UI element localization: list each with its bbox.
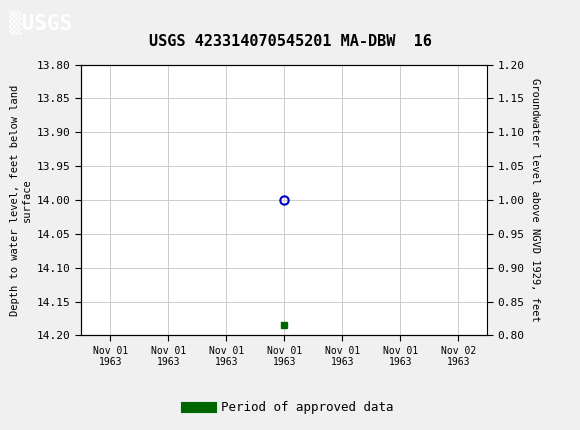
Text: USGS 423314070545201 MA-DBW  16: USGS 423314070545201 MA-DBW 16 [148,34,432,49]
Y-axis label: Groundwater level above NGVD 1929, feet: Groundwater level above NGVD 1929, feet [530,78,540,322]
Y-axis label: Depth to water level, feet below land
surface: Depth to water level, feet below land su… [10,84,31,316]
Text: ▒USGS: ▒USGS [9,10,72,35]
Legend: Period of approved data: Period of approved data [181,396,399,419]
